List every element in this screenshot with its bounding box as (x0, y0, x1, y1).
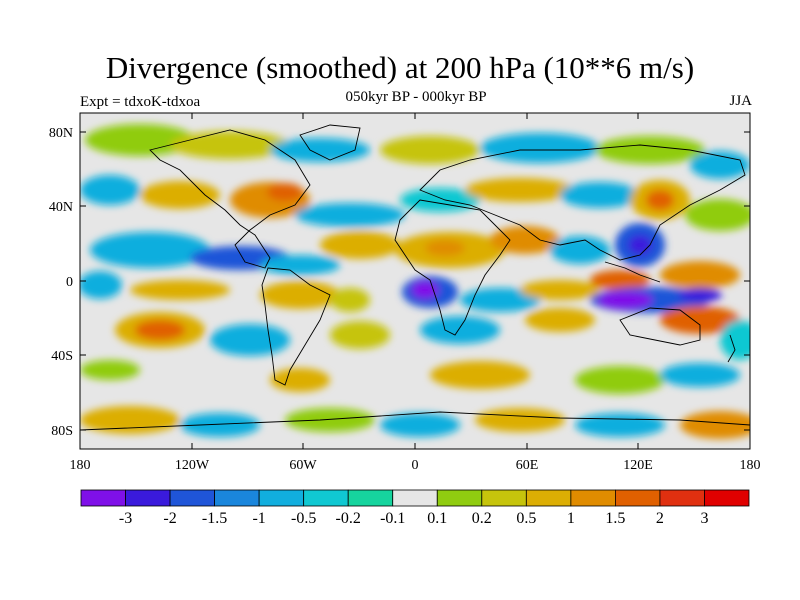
colorbar-label: 0.1 (427, 510, 447, 527)
colorbar-label: 0.5 (516, 510, 536, 527)
lon-label-60e: 60E (516, 458, 539, 473)
colorbar-swatch (392, 489, 438, 507)
lat-label-eq: 0 (66, 275, 73, 290)
season-label: JJA (729, 93, 752, 109)
colorbar-swatch (436, 489, 483, 507)
colorbar-swatch (303, 489, 349, 507)
colorbar-swatch (347, 489, 394, 507)
experiment-label: Expt = tdxoK-tdxoa (80, 94, 201, 110)
colorbar-label: -1.5 (202, 510, 227, 527)
colorbar-swatch (125, 489, 171, 507)
lon-label-0: 0 (412, 458, 419, 473)
colorbar-label: -1 (252, 510, 265, 527)
lat-label-40n: 40N (49, 200, 73, 215)
colorbar-label: -2 (163, 510, 176, 527)
colorbar-swatch (615, 489, 661, 507)
colorbar-label: 0.2 (472, 510, 492, 527)
lon-axis (191, 113, 639, 449)
colorbar-labels: -3 -2 -1.5 -1 -0.5 -0.2 -0.1 0.1 0.2 0.5… (119, 510, 709, 527)
colorbar-label: 2 (656, 510, 664, 527)
map-title: Divergence (smoothed) at 200 hPa (10**6 … (105, 50, 695, 85)
period-subtitle: 050kyr BP - 000kyr BP (345, 89, 487, 105)
colorbar-swatch (80, 489, 126, 507)
colorbar-label: 3 (700, 510, 708, 527)
colorbar-swatch (570, 489, 616, 507)
colorbar-label: 1 (567, 510, 575, 527)
colorbar-swatch (258, 489, 305, 507)
colorbar-swatch (659, 489, 705, 507)
lon-label-120w: 120W (175, 458, 210, 473)
lat-label-80n: 80N (49, 126, 73, 141)
divergence-field (80, 113, 750, 449)
colorbar (80, 489, 750, 507)
lat-label-40s: 40S (51, 349, 73, 364)
colorbar-label: 1.5 (605, 510, 625, 527)
coastlines (80, 124, 750, 431)
colorbar-swatch (704, 489, 750, 507)
colorbar-swatch (214, 489, 260, 507)
colorbar-swatch (169, 489, 215, 507)
colorbar-label: -0.5 (291, 510, 316, 527)
lat-axis (80, 131, 750, 431)
colorbar-label: -0.2 (336, 510, 361, 527)
lon-label-180w: 180 (70, 458, 91, 473)
lon-label-60w: 60W (289, 458, 317, 473)
lon-label-120e: 120E (623, 458, 653, 473)
colorbar-label: -3 (119, 510, 132, 527)
colorbar-swatch (525, 489, 572, 507)
colorbar-swatch (481, 489, 527, 507)
lat-label-80s: 80S (51, 424, 73, 439)
colorbar-label: -0.1 (380, 510, 405, 527)
lon-label-180e: 180 (740, 458, 761, 473)
